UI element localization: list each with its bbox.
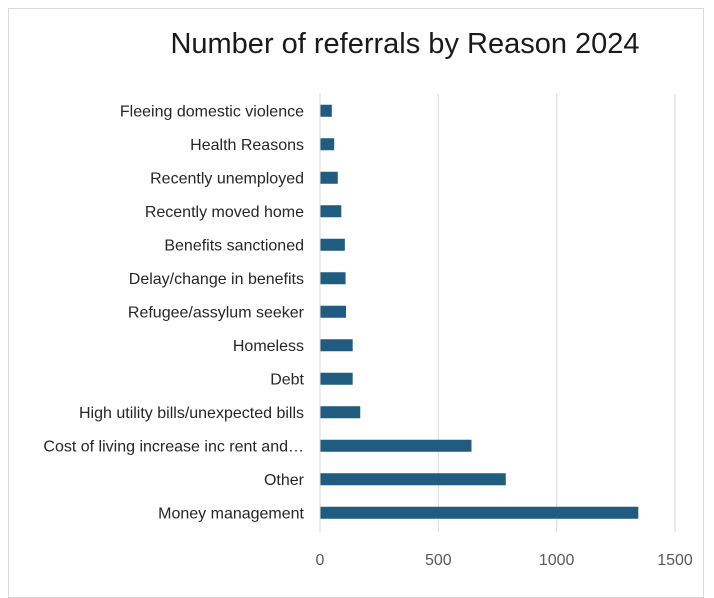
- x-tick-label: 500: [425, 552, 452, 569]
- category-label: High utility bills/unexpected bills: [79, 405, 304, 422]
- bar: [320, 372, 353, 385]
- x-axis-tick-labels: 0 500 1000 1500: [316, 552, 693, 569]
- x-tick-label: 0: [316, 552, 325, 569]
- bar: [320, 205, 342, 218]
- bar: [320, 506, 639, 519]
- category-label: Delay/change in benefits: [129, 271, 304, 288]
- bar: [320, 171, 338, 184]
- x-tick-label: 1000: [539, 552, 575, 569]
- bar: [320, 272, 346, 285]
- bar: [320, 104, 332, 117]
- chart-frame: [8, 8, 704, 598]
- bar: [320, 339, 353, 352]
- bar: [320, 238, 345, 251]
- category-labels: Fleeing domestic violence Health Reasons R…: [43, 103, 304, 522]
- category-label: Cost of living increase inc rent and…: [43, 438, 304, 455]
- bar: [320, 439, 472, 452]
- category-label: Health Reasons: [190, 137, 304, 154]
- bar: [320, 138, 335, 151]
- category-label: Refugee/assylum seeker: [128, 304, 305, 321]
- category-label: Recently moved home: [145, 204, 304, 221]
- bar-chart: Fleeing domestic violence Health Reasons R…: [43, 94, 693, 569]
- bar: [320, 473, 506, 486]
- gridlines: [437, 94, 676, 532]
- chart-title: Number of referrals by Reason 2024: [170, 28, 640, 60]
- category-label: Debt: [270, 371, 304, 388]
- x-tick-label: 1500: [657, 552, 693, 569]
- category-label: Homeless: [233, 338, 304, 355]
- bar: [320, 305, 347, 318]
- category-label: Benefits sanctioned: [164, 237, 304, 254]
- category-label: Money management: [158, 505, 304, 522]
- bars: [320, 104, 639, 519]
- bar: [320, 406, 361, 419]
- category-label: Fleeing domestic violence: [120, 103, 304, 120]
- category-label: Recently unemployed: [150, 170, 304, 187]
- category-label: Other: [264, 472, 305, 489]
